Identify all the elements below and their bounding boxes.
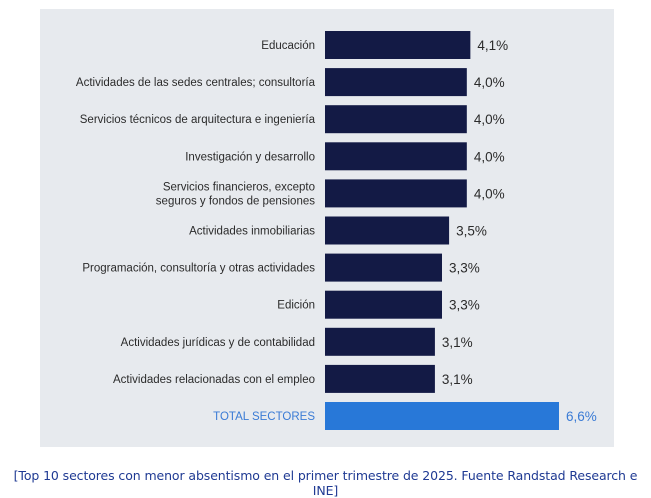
value-label-3: 4,0%: [474, 149, 505, 164]
bar-6: [325, 253, 442, 282]
category-label-line: Actividades de las sedes centrales; cons…: [76, 77, 316, 89]
category-label-5: Actividades inmobiliarias: [189, 226, 315, 238]
bar-2: [325, 105, 467, 134]
category-label-8: Actividades jurídicas y de contabilidad: [121, 337, 315, 349]
category-label-line: Servicios técnicos de arquitectura e ing…: [80, 114, 316, 126]
bar-5: [325, 216, 450, 245]
category-label-line: TOTAL SECTORES: [213, 411, 315, 423]
absenteeism-bar-chart: 4,1% Educación 4,0% Actividades de las sede…: [76, 31, 597, 430]
value-label-1: 4,0%: [474, 75, 505, 90]
category-label-line: Investigación y desarrollo: [185, 151, 315, 163]
bar-1: [325, 68, 467, 97]
bar-4: [325, 179, 467, 208]
category-label-line: Actividades inmobiliarias: [189, 226, 315, 238]
category-label-line: Servicios financieros, excepto: [163, 181, 315, 193]
category-label-line: Educación: [261, 40, 315, 52]
category-label-line: Actividades jurídicas y de contabilidad: [121, 337, 315, 349]
bar-8: [325, 327, 435, 356]
value-label-4: 4,0%: [474, 186, 505, 201]
category-label-4: Servicios financieros, excepto seguros y …: [156, 181, 315, 207]
bar-7: [325, 290, 442, 319]
bar-3: [325, 142, 467, 171]
value-label-7: 3,3%: [449, 298, 480, 313]
value-label-5: 3,5%: [456, 224, 487, 239]
category-label-0: Educación: [261, 40, 315, 52]
bar-0: [325, 31, 471, 59]
category-label-2: Servicios técnicos de arquitectura e ing…: [80, 114, 316, 126]
value-label-total: 6,6%: [566, 409, 597, 424]
category-label-total: TOTAL SECTORES: [213, 411, 315, 423]
category-label-6: Programación, consultoría y otras activi…: [82, 263, 315, 275]
category-label-3: Investigación y desarrollo: [185, 151, 315, 163]
category-label-line: Actividades relacionadas con el empleo: [113, 374, 315, 386]
value-label-2: 4,0%: [474, 112, 505, 127]
category-label-line: Programación, consultoría y otras activi…: [82, 263, 315, 275]
bar-9: [325, 364, 435, 393]
category-label-line: seguros y fondos de pensiones: [156, 195, 315, 207]
category-label-line: Edición: [277, 300, 315, 312]
value-label-8: 3,1%: [442, 335, 473, 350]
value-label-9: 3,1%: [442, 372, 473, 387]
bar-total: [325, 402, 559, 430]
chart-panel: 4,1% Educación 4,0% Actividades de las sede…: [40, 9, 614, 447]
value-label-0: 4,1%: [477, 38, 508, 53]
category-label-7: Edición: [277, 300, 315, 312]
category-label-1: Actividades de las sedes centrales; cons…: [76, 77, 316, 89]
value-label-6: 3,3%: [449, 261, 480, 276]
category-label-9: Actividades relacionadas con el empleo: [113, 374, 315, 386]
